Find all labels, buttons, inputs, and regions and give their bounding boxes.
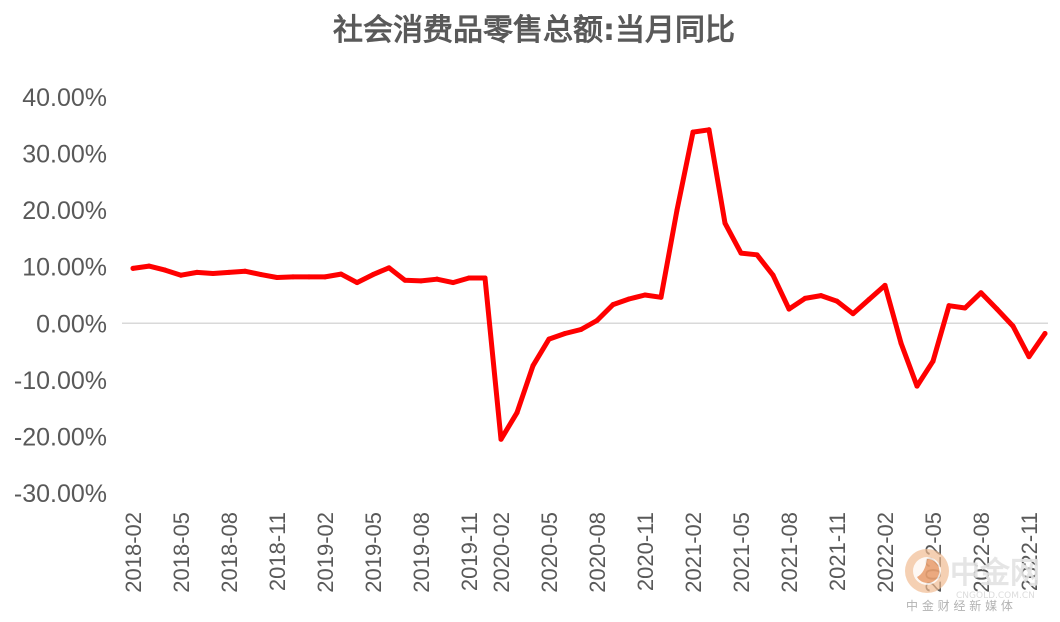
data-point bbox=[178, 272, 184, 278]
data-point bbox=[530, 363, 536, 369]
x-tick-label: 2021-02 bbox=[681, 512, 706, 593]
data-point bbox=[914, 383, 920, 389]
data-point bbox=[338, 271, 344, 277]
data-point bbox=[930, 358, 936, 364]
x-tick-label: 2022-02 bbox=[873, 512, 898, 593]
x-axis: 2018-02 2018-05 2018-08 2018-11 2019-02 2019-… bbox=[121, 512, 1042, 593]
data-point bbox=[1042, 330, 1048, 336]
x-tick-label: 2020-08 bbox=[585, 512, 610, 593]
data-point bbox=[194, 269, 200, 275]
data-point bbox=[514, 410, 520, 416]
y-axis: 40.00% 30.00% 20.00% 10.00% 0.00% -10.00% -20.… bbox=[14, 84, 107, 508]
data-point bbox=[498, 436, 504, 442]
data-point bbox=[546, 336, 552, 342]
data-point bbox=[322, 274, 328, 280]
x-tick-label: 2020-11 bbox=[633, 512, 658, 591]
data-point bbox=[1010, 323, 1016, 329]
data-point bbox=[834, 298, 840, 304]
data-point bbox=[658, 294, 664, 300]
watermark-domain-text: CNGOLD.COM.CN bbox=[956, 591, 1035, 601]
x-tick-label: 2019-02 bbox=[313, 512, 338, 593]
x-tick-label: 2021-08 bbox=[777, 512, 802, 593]
data-point bbox=[882, 282, 888, 288]
data-point bbox=[418, 278, 424, 284]
y-tick-label: 10.00% bbox=[22, 254, 107, 282]
data-point bbox=[802, 295, 808, 301]
y-tick-label: 40.00% bbox=[22, 84, 107, 112]
x-tick-label: 2018-02 bbox=[121, 512, 146, 593]
data-points bbox=[130, 127, 1048, 442]
x-tick-label: 2019-05 bbox=[361, 512, 386, 593]
data-point bbox=[786, 306, 792, 312]
x-tick-label: 2018-05 bbox=[169, 512, 194, 593]
data-point bbox=[562, 330, 568, 336]
x-tick-label: 2020-05 bbox=[537, 512, 562, 593]
data-point bbox=[274, 274, 280, 280]
data-point bbox=[482, 275, 488, 281]
data-point bbox=[130, 265, 136, 271]
x-tick-label: 2019-11 bbox=[457, 512, 482, 591]
x-tick-label: 2018-08 bbox=[217, 512, 242, 593]
data-point bbox=[386, 265, 392, 271]
data-point bbox=[754, 252, 760, 258]
data-point bbox=[898, 340, 904, 346]
y-tick-label: -30.00% bbox=[14, 480, 107, 508]
data-point bbox=[226, 269, 232, 275]
y-tick-label: 20.00% bbox=[22, 197, 107, 225]
data-point bbox=[290, 274, 296, 280]
x-tick-label: 2022-11 bbox=[1017, 512, 1042, 591]
x-tick-label: 2022-08 bbox=[969, 512, 994, 593]
data-point bbox=[434, 276, 440, 282]
data-point bbox=[610, 302, 616, 308]
data-point bbox=[578, 327, 584, 333]
data-point bbox=[626, 296, 632, 302]
data-point bbox=[370, 272, 376, 278]
data-point bbox=[242, 268, 248, 274]
watermark-main-text: 中金网 bbox=[950, 556, 1040, 591]
x-tick-label: 2020-02 bbox=[489, 512, 514, 593]
data-point bbox=[146, 263, 152, 269]
y-tick-label: -10.00% bbox=[14, 367, 107, 395]
data-point bbox=[866, 297, 872, 303]
data-point bbox=[850, 311, 856, 317]
data-point bbox=[722, 220, 728, 226]
data-point bbox=[466, 275, 472, 281]
x-tick-label: 2021-05 bbox=[729, 512, 754, 593]
series-line bbox=[130, 127, 1048, 442]
data-point bbox=[706, 127, 712, 133]
watermark-tagline: 中 金 财 经 新 媒 体 bbox=[906, 598, 1013, 613]
data-point bbox=[642, 292, 648, 298]
y-tick-label: -20.00% bbox=[14, 423, 107, 451]
data-point bbox=[818, 293, 824, 299]
data-point bbox=[1026, 354, 1032, 360]
zhongjin-logo-icon bbox=[905, 549, 949, 593]
data-point bbox=[962, 305, 968, 311]
data-point bbox=[946, 303, 952, 309]
data-point bbox=[674, 207, 680, 213]
data-point bbox=[258, 272, 264, 278]
data-point bbox=[994, 306, 1000, 312]
data-point bbox=[594, 317, 600, 323]
x-tick-label: 2018-11 bbox=[265, 512, 290, 591]
data-point bbox=[402, 277, 408, 283]
x-tick-label: 2021-11 bbox=[825, 512, 850, 591]
data-point bbox=[162, 267, 168, 273]
y-tick-label: 0.00% bbox=[36, 310, 107, 338]
data-point bbox=[354, 280, 360, 286]
data-point bbox=[738, 250, 744, 256]
data-point bbox=[978, 290, 984, 296]
chart-title: 社会消费品零售总额:当月同比 bbox=[333, 13, 735, 48]
data-point bbox=[450, 280, 456, 286]
x-tick-label: 2019-08 bbox=[409, 512, 434, 593]
y-tick-label: 30.00% bbox=[22, 141, 107, 169]
data-point bbox=[770, 272, 776, 278]
data-point bbox=[306, 274, 312, 280]
data-point bbox=[690, 129, 696, 135]
data-point bbox=[210, 271, 216, 277]
watermark: 中金网 CNGOLD.COM.CN 中 金 财 经 新 媒 体 bbox=[905, 549, 1040, 613]
